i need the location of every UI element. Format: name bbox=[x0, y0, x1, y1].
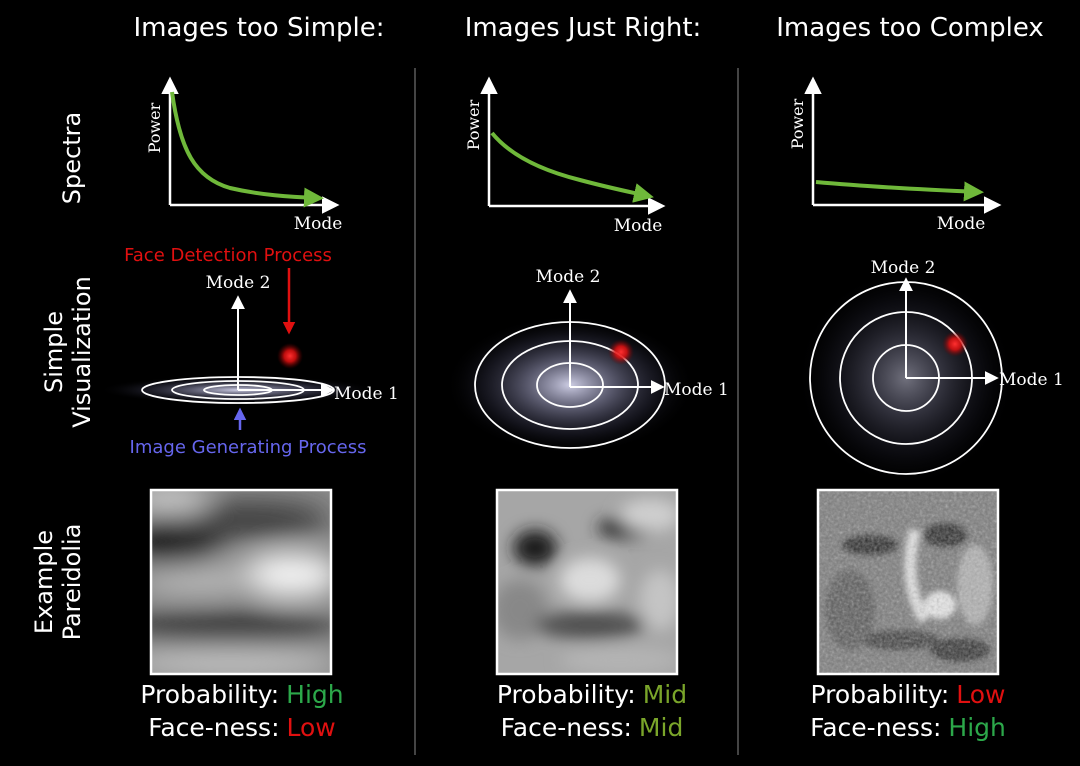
probability-caption-just-right: Probability: Mid bbox=[497, 680, 687, 709]
mode1-label: Mode 1 bbox=[334, 384, 399, 404]
row-label-pareidolia-line2: Pareidolia bbox=[58, 524, 86, 641]
spectrum-curve-complex bbox=[815, 180, 984, 202]
faceness-caption-simple: Face-ness: Low bbox=[148, 713, 335, 742]
power-axis-label: Power bbox=[145, 102, 164, 153]
column-title-just-right: Images Just Right: bbox=[465, 13, 702, 43]
face-detector-dot bbox=[277, 343, 303, 369]
mode2-label: Mode 2 bbox=[206, 273, 271, 293]
row-label-visualization-line2: Visualization bbox=[68, 276, 96, 428]
probability-label: Probability: bbox=[497, 680, 636, 709]
power-axis-label: Power bbox=[788, 98, 807, 149]
column-title-complex: Images too Complex bbox=[776, 13, 1044, 43]
mode2-label: Mode 2 bbox=[871, 258, 936, 278]
mode-axis-label: Mode bbox=[294, 214, 343, 234]
mode1-label: Mode 1 bbox=[664, 380, 729, 400]
probability-value: Low bbox=[956, 680, 1005, 709]
probability-value: High bbox=[286, 680, 343, 709]
probability-value: Mid bbox=[643, 680, 687, 709]
spectrum-curve-simple bbox=[170, 91, 324, 208]
face-detection-label: Face Detection Process bbox=[124, 245, 332, 266]
faceness-label: Face-ness: bbox=[810, 713, 941, 742]
row-label-visualization: Simple Visualization bbox=[40, 276, 96, 428]
pareidolia-image-simple bbox=[149, 488, 333, 676]
probability-caption-complex: Probability: Low bbox=[811, 680, 1006, 709]
face-detector-dot bbox=[942, 331, 968, 357]
faceness-label: Face-ness: bbox=[501, 713, 632, 742]
mode2-label: Mode 2 bbox=[536, 267, 601, 287]
spectrum-plot-complex: Power Mode bbox=[788, 76, 1002, 234]
probability-label: Probability: bbox=[811, 680, 950, 709]
face-detector-dot bbox=[608, 339, 634, 365]
pareidolia-image-just-right bbox=[495, 488, 679, 676]
column-title-simple: Images too Simple: bbox=[133, 13, 384, 43]
image-generating-label: Image Generating Process bbox=[130, 437, 367, 458]
faceness-label: Face-ness: bbox=[148, 713, 279, 742]
spectrum-curve-just-right bbox=[490, 131, 654, 203]
mode1-label: Mode 1 bbox=[999, 370, 1064, 390]
mode-axis-label: Mode bbox=[614, 216, 663, 236]
power-axis-label: Power bbox=[464, 99, 483, 150]
pareidolia-image-complex bbox=[816, 488, 1000, 676]
faceness-value: Low bbox=[287, 713, 336, 742]
probability-label: Probability: bbox=[140, 680, 279, 709]
visualization-complex: Mode 2 Mode 1 bbox=[796, 258, 1064, 488]
visualization-just-right: Mode 2 Mode 1 bbox=[445, 267, 729, 455]
row-label-spectra: Spectra bbox=[58, 112, 86, 204]
row-label-visualization-line1: Simple bbox=[40, 311, 68, 393]
faceness-value: Mid bbox=[639, 713, 683, 742]
spectrum-plot-simple: Power Mode bbox=[145, 76, 343, 234]
probability-caption-simple: Probability: High bbox=[140, 680, 343, 709]
row-label-pareidolia-line1: Example bbox=[30, 530, 58, 634]
mode-axis-label: Mode bbox=[937, 214, 986, 234]
faceness-caption-complex: Face-ness: High bbox=[810, 713, 1006, 742]
spectrum-plot-just-right: Power Mode bbox=[464, 76, 666, 236]
faceness-value: High bbox=[948, 713, 1005, 742]
row-label-pareidolia: Example Pareidolia bbox=[30, 524, 86, 641]
faceness-caption-just-right: Face-ness: Mid bbox=[501, 713, 684, 742]
visualization-simple: Mode 2 Mode 1 Face Detection Process Ima… bbox=[98, 245, 399, 458]
